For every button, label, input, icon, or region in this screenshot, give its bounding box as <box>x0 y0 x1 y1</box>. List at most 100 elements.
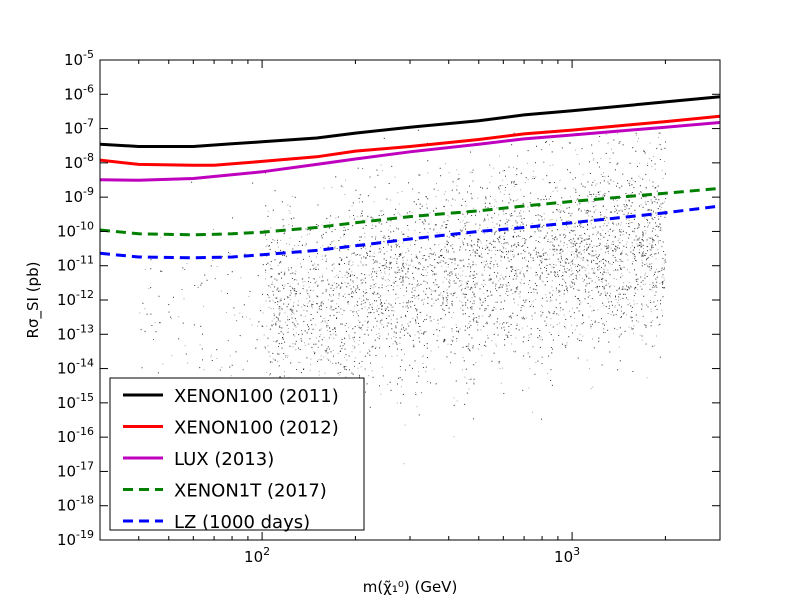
scatter-point <box>470 151 471 153</box>
scatter-point <box>499 236 501 238</box>
scatter-point <box>522 389 524 391</box>
scatter-point <box>551 280 553 282</box>
scatter-point <box>500 243 502 245</box>
scatter-point <box>546 198 547 200</box>
scatter-point <box>210 354 212 356</box>
scatter-point <box>410 306 412 308</box>
scatter-point <box>351 205 353 207</box>
scatter-point <box>588 277 590 279</box>
scatter-point <box>452 235 454 237</box>
scatter-point <box>604 195 606 197</box>
scatter-point <box>397 244 399 246</box>
scatter-point <box>450 339 452 341</box>
scatter-point <box>566 342 568 344</box>
scatter-point <box>287 283 289 284</box>
scatter-point <box>481 230 482 232</box>
scatter-point <box>563 265 565 267</box>
scatter-point <box>552 211 554 213</box>
scatter-point <box>573 230 575 232</box>
scatter-point <box>558 260 560 262</box>
scatter-point <box>515 272 517 274</box>
scatter-point <box>327 325 329 327</box>
scatter-point <box>571 260 573 262</box>
scatter-point <box>605 293 607 295</box>
scatter-point <box>588 316 590 318</box>
scatter-point <box>570 286 572 288</box>
scatter-point <box>483 266 485 268</box>
scatter-point <box>508 250 509 252</box>
scatter-point <box>470 286 472 288</box>
scatter-point <box>303 258 304 260</box>
scatter-point <box>430 350 432 352</box>
scatter-point <box>371 370 373 372</box>
scatter-point <box>564 262 566 264</box>
scatter-point <box>306 297 308 299</box>
scatter-point <box>233 307 235 309</box>
scatter-point <box>370 216 372 218</box>
scatter-point <box>574 234 576 236</box>
scatter-point <box>447 200 449 202</box>
scatter-point <box>220 290 222 292</box>
scatter-point <box>438 286 440 288</box>
scatter-point <box>627 299 629 301</box>
scatter-point <box>427 172 429 174</box>
scatter-point <box>332 333 334 335</box>
scatter-point <box>587 195 589 197</box>
scatter-point <box>589 305 591 307</box>
scatter-point <box>409 335 411 337</box>
scatter-point <box>385 299 387 301</box>
scatter-point <box>481 262 482 264</box>
scatter-point <box>650 302 652 303</box>
scatter-point <box>417 331 419 333</box>
scatter-point <box>448 216 450 218</box>
scatter-point <box>579 270 580 272</box>
scatter-point <box>603 245 605 247</box>
scatter-point <box>536 145 537 147</box>
scatter-point <box>357 265 359 267</box>
scatter-point <box>604 324 605 326</box>
scatter-point <box>549 332 551 333</box>
scatter-point <box>467 191 468 193</box>
scatter-point <box>595 250 597 252</box>
scatter-point <box>396 260 398 262</box>
scatter-point <box>284 371 285 373</box>
scatter-point <box>430 293 432 295</box>
scatter-point <box>339 250 341 252</box>
scatter-point <box>375 261 377 263</box>
scatter-point <box>470 325 472 326</box>
scatter-point <box>451 303 453 305</box>
scatter-point <box>289 285 291 287</box>
scatter-point <box>496 263 498 265</box>
scatter-point <box>397 228 399 230</box>
scatter-point <box>645 272 647 274</box>
scatter-point <box>628 234 630 236</box>
scatter-point <box>541 261 543 263</box>
scatter-point <box>584 186 586 188</box>
scatter-point <box>323 318 325 319</box>
scatter-point <box>495 260 497 262</box>
scatter-point <box>345 179 347 181</box>
scatter-point <box>265 271 266 273</box>
scatter-point <box>416 296 418 298</box>
scatter-point <box>378 287 380 289</box>
scatter-point <box>657 240 659 242</box>
scatter-point <box>283 225 285 227</box>
scatter-point <box>364 333 366 335</box>
scatter-point <box>617 269 619 271</box>
scatter-point <box>541 258 543 260</box>
scatter-point <box>492 310 494 312</box>
scatter-point <box>476 252 478 254</box>
scatter-point <box>558 245 560 247</box>
scatter-point <box>655 244 656 246</box>
scatter-point <box>271 320 273 322</box>
scatter-point <box>560 261 561 263</box>
scatter-point <box>602 286 604 288</box>
scatter-point <box>518 244 520 246</box>
scatter-point <box>520 304 522 306</box>
scatter-point <box>528 336 530 338</box>
scatter-point <box>580 253 582 255</box>
scatter-point <box>378 314 380 316</box>
scatter-point <box>643 151 645 153</box>
scatter-point <box>326 268 327 270</box>
scatter-point <box>575 149 577 151</box>
